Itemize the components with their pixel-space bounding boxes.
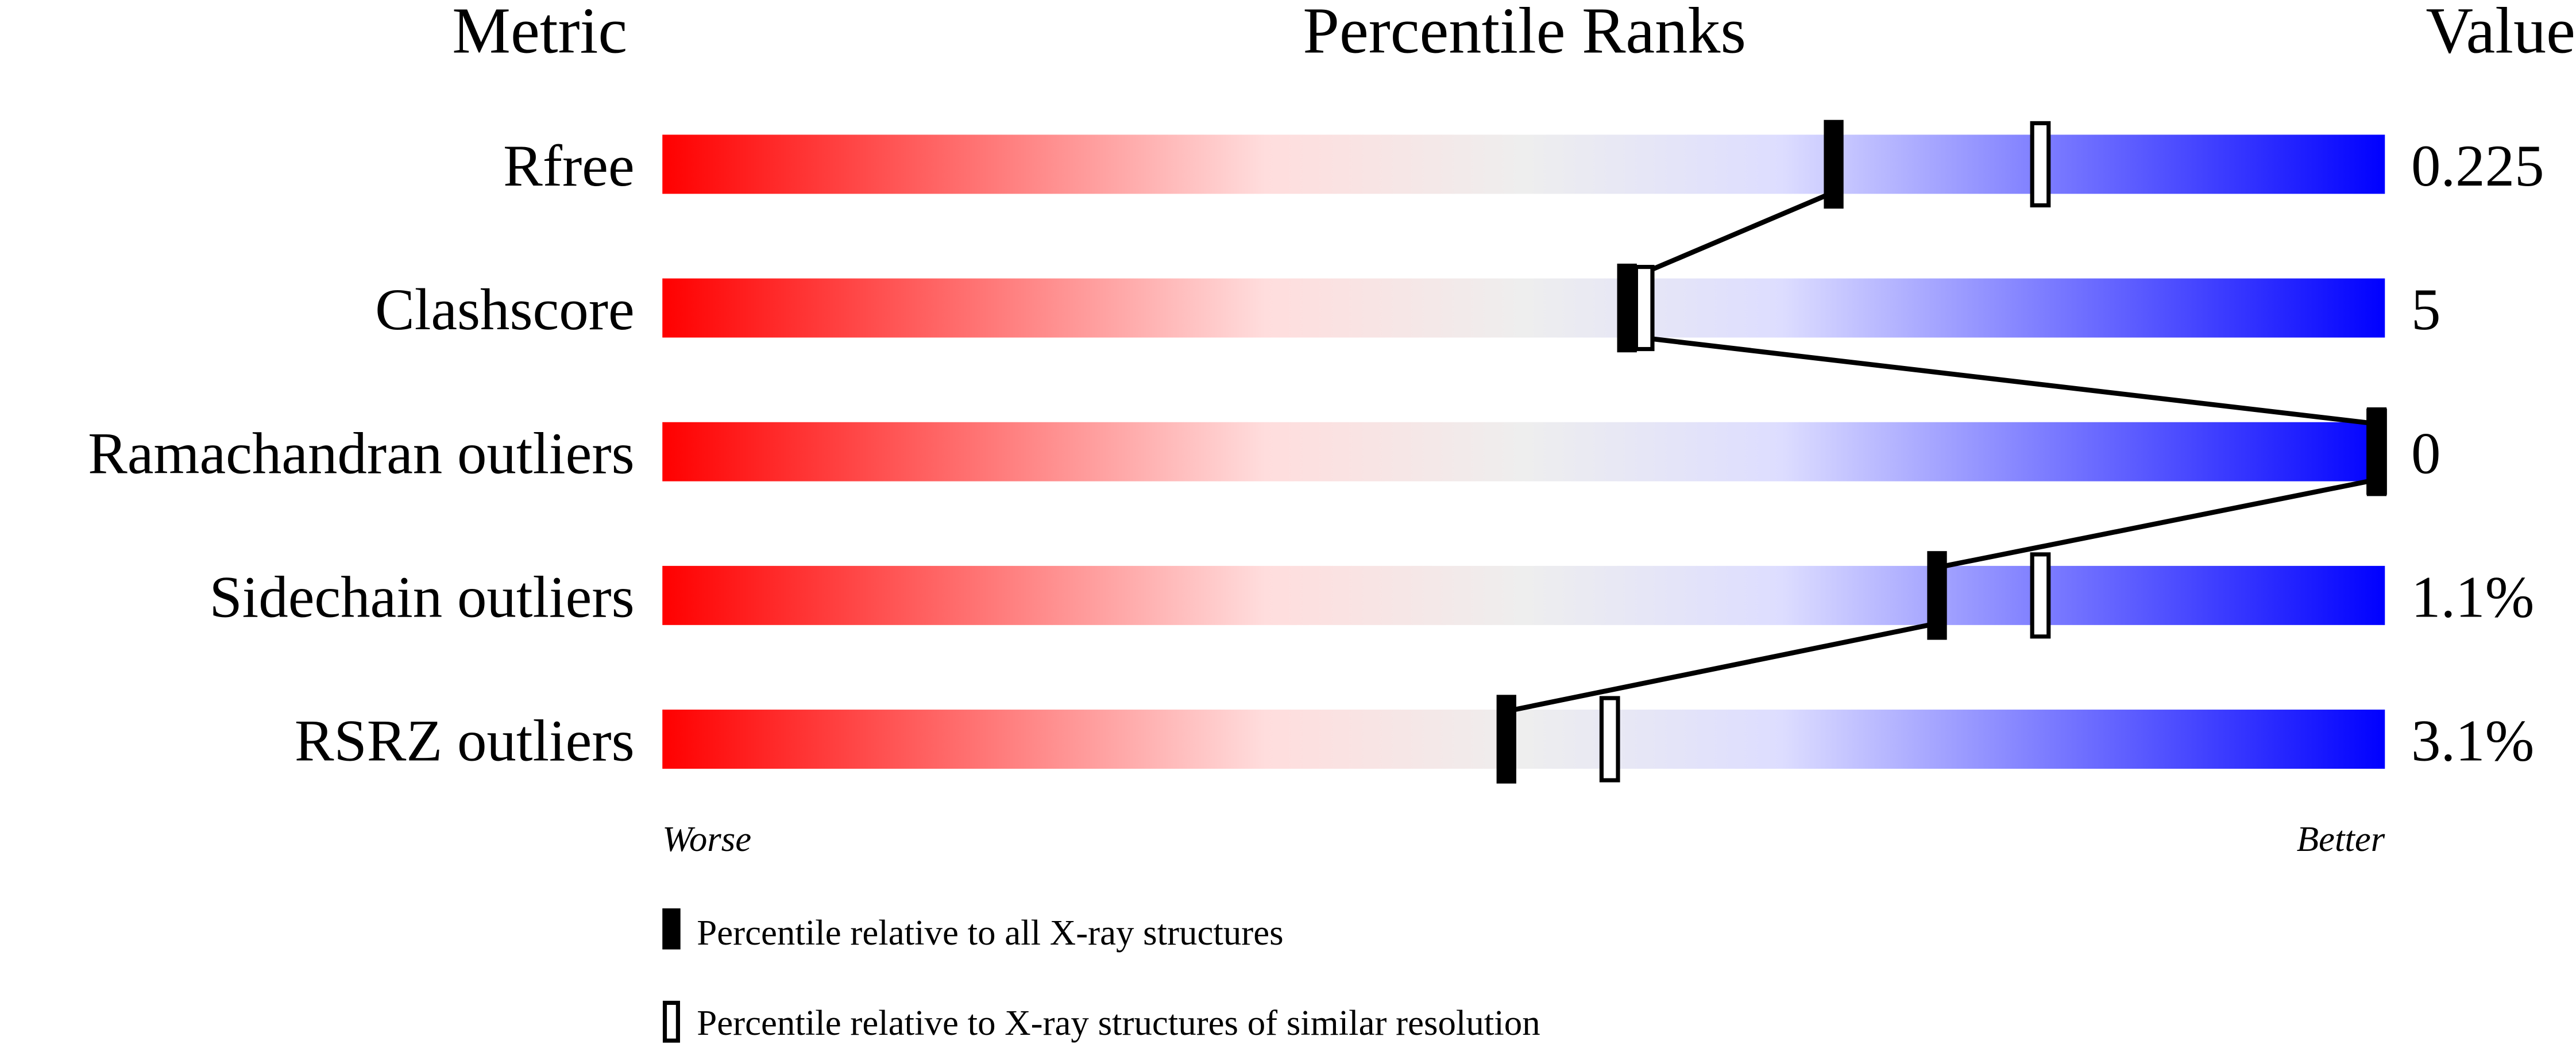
worse-label: Worse <box>662 819 751 859</box>
better-label: Better <box>2297 819 2385 859</box>
metric-label: Sidechain outliers <box>209 565 634 630</box>
connector-line <box>1626 190 1835 283</box>
header-percentile-ranks: Percentile Ranks <box>1303 0 1746 67</box>
metric-label: Rfree <box>503 133 635 199</box>
similar-resolution-marker <box>1633 265 1655 352</box>
metric-label: Clashscore <box>375 277 635 342</box>
metric-value: 1.1% <box>2411 565 2534 630</box>
similar-resolution-marker <box>1599 696 1620 783</box>
similar-resolution-marker <box>2030 121 2051 207</box>
percentile-bar <box>662 134 2385 194</box>
connector-line <box>1936 477 2377 570</box>
metric-label: RSRZ outliers <box>295 708 635 774</box>
all-structures-marker <box>1824 120 1844 209</box>
connector-line <box>1505 621 1938 714</box>
all-structures-marker <box>1496 695 1516 784</box>
legend-all: Percentile relative to all X-ray structu… <box>697 912 1283 953</box>
percentile-bar <box>662 565 2385 625</box>
header-metric: Metric <box>452 0 627 67</box>
metric-value: 3.1% <box>2411 708 2534 774</box>
similar-resolution-marker <box>2030 552 2051 639</box>
legend-filled-marker <box>662 908 681 950</box>
legend-open-marker <box>662 1000 680 1043</box>
percentile-bar <box>662 278 2385 338</box>
legend-similar: Percentile relative to X-ray structures … <box>697 1003 1540 1043</box>
percentile-bar <box>662 422 2385 481</box>
metric-value: 0 <box>2411 421 2440 486</box>
metric-value: 0.225 <box>2411 133 2544 199</box>
header-value: Value <box>2426 0 2575 67</box>
metric-label: Ramachandran outliers <box>88 421 635 486</box>
all-structures-marker <box>2366 407 2387 496</box>
all-structures-marker <box>1617 263 1637 353</box>
connector-line <box>1627 333 2377 426</box>
metric-value: 5 <box>2411 277 2440 342</box>
all-structures-marker <box>1927 551 1947 640</box>
percentile-bar <box>662 710 2385 769</box>
